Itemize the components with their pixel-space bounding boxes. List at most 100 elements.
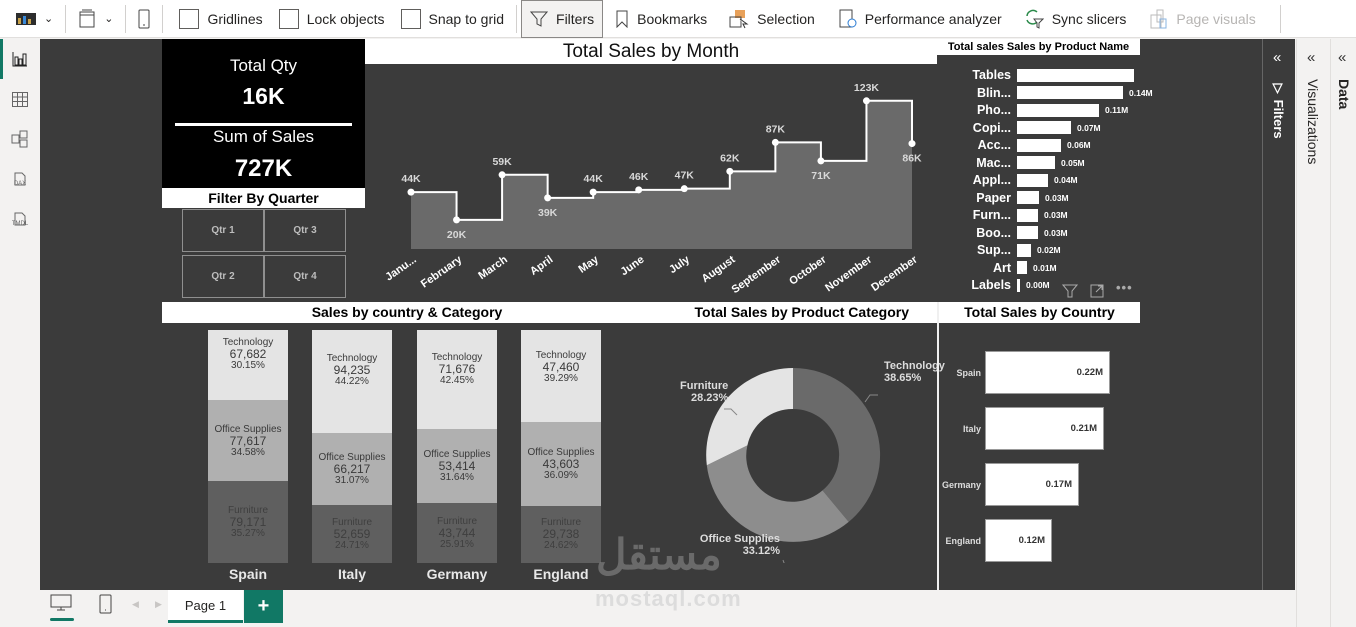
selection-button[interactable]: Selection: [715, 0, 823, 38]
report-view-button[interactable]: [8, 47, 32, 71]
product-bar[interactable]: [1017, 226, 1038, 239]
expand-chevron-icon[interactable]: «: [1273, 49, 1282, 66]
tech-segment[interactable]: Technology 67,682 30.15%: [208, 330, 288, 401]
tech-segment[interactable]: Technology 94,235 44.22%: [312, 330, 392, 434]
product-bar[interactable]: [1017, 86, 1123, 99]
snap-to-grid-checkbox[interactable]: Snap to grid: [393, 0, 513, 38]
country-bar-row[interactable]: Italy 0.21M: [939, 407, 1104, 450]
bookmarks-button[interactable]: Bookmarks: [603, 0, 715, 38]
product-bar[interactable]: [1017, 191, 1039, 204]
more-options-icon[interactable]: •••: [1116, 280, 1133, 295]
furniture-slice[interactable]: [706, 368, 793, 466]
product-bar[interactable]: [1017, 103, 1099, 117]
office-segment[interactable]: Office Supplies 53,414 31.64%: [417, 428, 497, 503]
expand-chevron-icon[interactable]: «: [1307, 49, 1316, 66]
mobile-layout-button[interactable]: [130, 0, 158, 38]
country-bar[interactable]: 0.17M: [985, 463, 1079, 506]
furn-segment[interactable]: Furniture 79,171 35.27%: [208, 480, 288, 563]
furn-segment[interactable]: Furniture 29,738 24.62%: [521, 505, 601, 563]
data-point[interactable]: [771, 138, 779, 146]
office-segment[interactable]: Office Supplies 66,217 31.07%: [312, 433, 392, 506]
data-point[interactable]: [589, 188, 597, 196]
report-canvas[interactable]: Total Qty 16K Sum of Sales 727K Filter B…: [40, 39, 1262, 590]
page-visuals-button[interactable]: Page visuals: [1134, 0, 1263, 38]
checkbox[interactable]: [278, 8, 299, 29]
data-point[interactable]: [817, 157, 825, 165]
product-bar[interactable]: [1017, 173, 1048, 187]
product-bar-row[interactable]: Mac... 0.05M: [937, 156, 1084, 170]
model-view-button[interactable]: [8, 127, 32, 151]
furn-segment[interactable]: Furniture 52,659 24.71%: [312, 505, 392, 563]
product-bar-row[interactable]: Pho... 0.11M: [937, 103, 1128, 117]
stacked-column[interactable]: Technology 94,235 44.22% Office Supplies 66,…: [312, 330, 392, 563]
data-point[interactable]: [544, 194, 552, 202]
country-bar[interactable]: 0.22M: [985, 351, 1110, 394]
product-bar-row[interactable]: Labels 0.00M: [937, 278, 1049, 292]
data-point[interactable]: [498, 171, 506, 179]
visualizations-pane-collapsed[interactable]: « Visualizations: [1296, 39, 1330, 627]
data-point[interactable]: [862, 97, 870, 105]
gridlines-checkbox[interactable]: Gridlines: [167, 0, 270, 38]
country-bar-row[interactable]: England 0.12M: [939, 519, 1052, 562]
product-bar-row[interactable]: Blin... 0.14M: [937, 86, 1153, 100]
technology-slice[interactable]: [793, 367, 881, 522]
tmdl-view-button[interactable]: TMDL: [8, 207, 32, 231]
product-bar[interactable]: [1017, 138, 1061, 152]
table-view-button[interactable]: [8, 87, 32, 111]
scroll-right-button[interactable]: ▶: [155, 599, 162, 609]
data-point[interactable]: [453, 216, 461, 224]
qtr-2-button[interactable]: Qtr 2: [182, 255, 264, 298]
product-bar-row[interactable]: Acc... 0.06M: [937, 138, 1091, 152]
office-segment[interactable]: Office Supplies 77,617 34.58%: [208, 400, 288, 481]
country-bar-row[interactable]: Spain 0.22M: [939, 351, 1110, 394]
product-bar[interactable]: [1017, 121, 1071, 134]
themes-button[interactable]: ⌄: [0, 0, 61, 38]
dax-query-view-button[interactable]: DAX: [8, 167, 32, 191]
office-supplies-slice[interactable]: [706, 445, 849, 542]
checkbox[interactable]: [400, 8, 421, 29]
stacked-column[interactable]: Technology 67,682 30.15% Office Supplies 77,…: [208, 330, 288, 563]
data-point[interactable]: [726, 167, 734, 175]
product-bar[interactable]: [1017, 261, 1027, 274]
product-bar-row[interactable]: Tables: [937, 68, 1140, 82]
office-segment[interactable]: Office Supplies 43,603 36.09%: [521, 421, 601, 506]
tech-segment[interactable]: Technology 47,460 39.29%: [521, 330, 601, 422]
kpi-card[interactable]: Total Qty 16K Sum of Sales 727K: [162, 39, 365, 189]
expand-chevron-icon[interactable]: «: [1338, 49, 1347, 66]
country-bar-row[interactable]: Germany 0.17M: [939, 463, 1079, 506]
month-area-chart[interactable]: 44K Janu... 20K February 59K March 39K April 44K…: [365, 64, 937, 302]
product-bar-row[interactable]: Furn... 0.03M: [937, 208, 1068, 222]
category-donut-chart[interactable]: [652, 323, 937, 563]
sync-slicers-button[interactable]: Sync slicers: [1010, 0, 1135, 38]
product-bar[interactable]: [1017, 68, 1134, 82]
page-tab-page-1[interactable]: Page 1: [168, 590, 243, 623]
qtr-3-button[interactable]: Qtr 3: [264, 209, 346, 252]
data-pane-collapsed[interactable]: « Data: [1330, 39, 1356, 627]
product-bar-row[interactable]: Appl... 0.04M: [937, 173, 1078, 187]
scroll-left-button[interactable]: ◀: [132, 599, 139, 609]
qtr-1-button[interactable]: Qtr 1: [182, 209, 264, 252]
data-point[interactable]: [908, 140, 916, 148]
product-bar[interactable]: [1017, 243, 1031, 257]
country-bar[interactable]: 0.21M: [985, 407, 1104, 450]
product-bar-row[interactable]: Boo... 0.03M: [937, 226, 1067, 240]
performance-analyzer-button[interactable]: Performance analyzer: [823, 0, 1010, 38]
filters-pane-collapsed[interactable]: « ▽ Filters: [1262, 39, 1295, 590]
lock-objects-checkbox[interactable]: Lock objects: [271, 0, 393, 38]
focus-mode-icon[interactable]: [1090, 284, 1104, 301]
desktop-layout-button[interactable]: [50, 594, 74, 622]
mobile-layout-button[interactable]: [99, 594, 113, 619]
product-bar-row[interactable]: Sup... 0.02M: [937, 243, 1061, 257]
furn-segment[interactable]: Furniture 43,744 25.91%: [417, 502, 497, 563]
filters-button[interactable]: Filters: [521, 0, 604, 38]
data-point[interactable]: [407, 188, 415, 196]
add-page-button[interactable]: +: [244, 590, 283, 623]
data-point[interactable]: [635, 186, 643, 194]
stacked-column[interactable]: Technology 47,460 39.29% Office Supplies 43,…: [521, 330, 601, 563]
tech-segment[interactable]: Technology 71,676 42.45%: [417, 330, 497, 429]
product-bar-row[interactable]: Paper 0.03M: [937, 191, 1068, 205]
page-view-button[interactable]: ⌄: [70, 0, 121, 38]
qtr-4-button[interactable]: Qtr 4: [264, 255, 346, 298]
stacked-column[interactable]: Technology 71,676 42.45% Office Supplies 53,…: [417, 330, 497, 563]
country-bar[interactable]: 0.12M: [985, 519, 1052, 562]
